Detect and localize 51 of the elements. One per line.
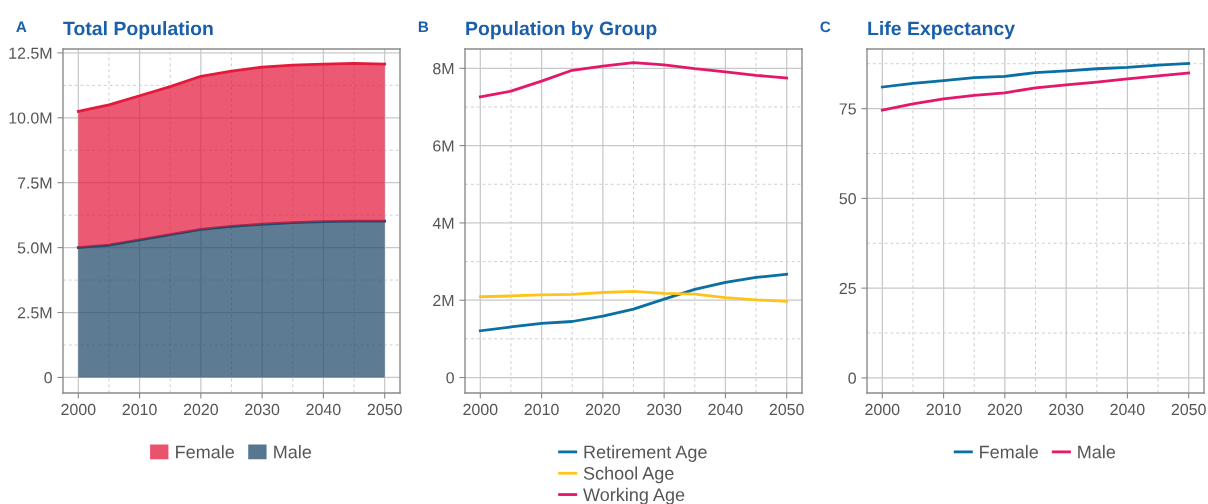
- line-series: [478, 61, 789, 99]
- y-tick-label: 0: [446, 372, 454, 384]
- line-series: [478, 272, 789, 333]
- x-tick-label: 2050: [367, 403, 402, 416]
- legend-label: School Age: [583, 466, 674, 484]
- y-tick-label: 6M: [433, 140, 454, 152]
- x-tick-label: 2040: [708, 403, 743, 416]
- y-tick-label: 0: [848, 372, 856, 384]
- chart-title: Life Expectancy: [868, 21, 1015, 40]
- x-tick-label: 2020: [987, 403, 1023, 416]
- x-tick-label: 2020: [183, 403, 219, 416]
- x-tick-label: 2040: [306, 403, 341, 416]
- y-tick-label: 4M: [432, 217, 454, 229]
- y-tick-label: 8M: [433, 62, 454, 75]
- y-tick-label: 0: [44, 372, 52, 384]
- x-tick-label: 2050: [1171, 403, 1206, 416]
- x-tick-label: 2010: [524, 403, 559, 416]
- legend-label: Male: [1078, 445, 1116, 459]
- x-tick-label: 2000: [865, 403, 900, 416]
- text: B: [418, 21, 429, 33]
- y-tick-label: 7.5M: [17, 177, 52, 189]
- legend-label: Female: [176, 445, 235, 459]
- legend-label: Retirement Age: [584, 445, 707, 462]
- x-tick-label: 2050: [769, 403, 804, 416]
- y-tick-label: 2M: [433, 294, 454, 307]
- text: C: [820, 21, 831, 33]
- y-tick-label: 10.0M: [9, 112, 52, 124]
- x-tick-label: 2030: [1049, 403, 1084, 416]
- x-tick-label: 2000: [61, 403, 96, 416]
- x-tick-label: 2000: [463, 403, 498, 416]
- y-tick-label: 2.5M: [17, 307, 52, 319]
- x-tick-label: 2030: [647, 403, 682, 416]
- x-tick-label: 2010: [122, 403, 157, 416]
- line-series: [880, 71, 1191, 112]
- text: A: [16, 21, 27, 33]
- y-tick-label: 5.0M: [17, 242, 52, 254]
- y-tick-label: 75: [839, 103, 856, 115]
- x-tick-label: 2010: [926, 403, 961, 416]
- legend-label: Male: [274, 445, 312, 459]
- legend-label: Working Age: [583, 487, 685, 504]
- x-tick-label: 2020: [585, 403, 621, 416]
- y-tick-label: 50: [839, 193, 856, 205]
- x-tick-label: 2030: [245, 403, 280, 416]
- x-tick-label: 2040: [1110, 403, 1145, 416]
- y-tick-label: 25: [839, 282, 856, 295]
- chart-title: Population by Group: [466, 21, 657, 40]
- line-series: [478, 289, 789, 303]
- chart-title: Total Population: [63, 21, 213, 40]
- legend-label: Female: [980, 445, 1039, 459]
- y-tick-label: 12.5M: [9, 47, 52, 59]
- line-series: [880, 61, 1191, 89]
